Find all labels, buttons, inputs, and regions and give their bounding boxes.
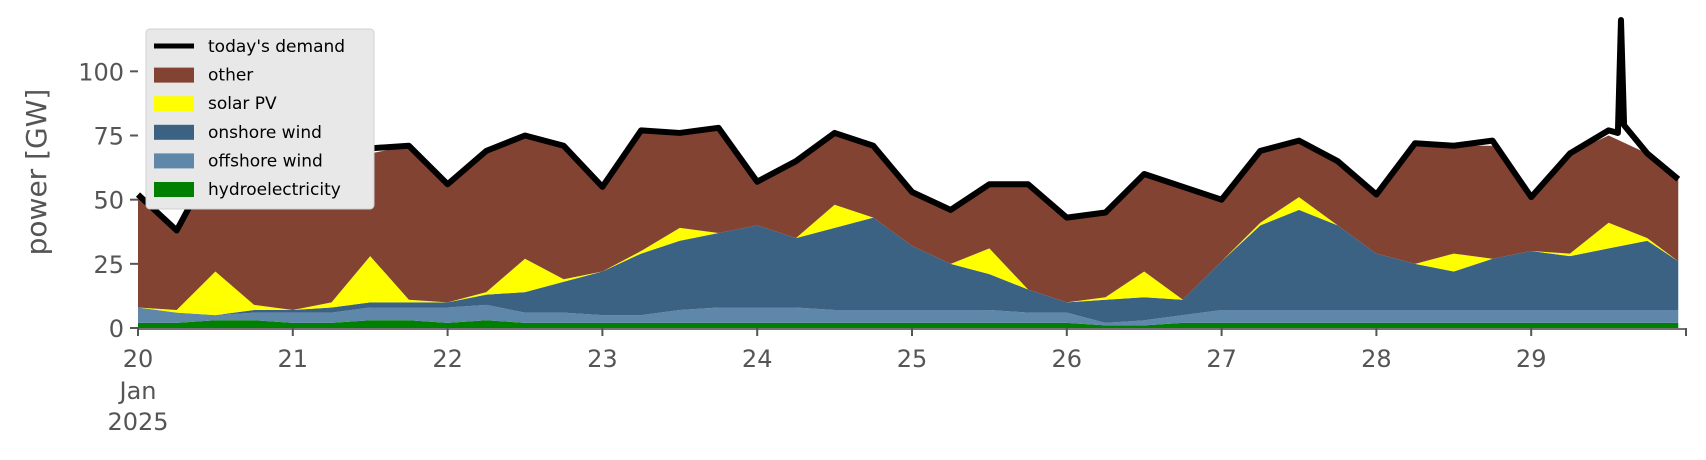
y-tick-label: 100 [78, 58, 124, 86]
legend: today's demand other solar PV onshore wind o… [145, 28, 375, 210]
y-axis: 0 25 50 75 100 [78, 58, 138, 343]
x-tick-sublabel: 2025 [107, 408, 168, 436]
x-axis: 20 Jan 2025 21 22 23 24 25 26 27 28 29 [107, 328, 1687, 436]
stacked-areas [138, 127, 1679, 328]
legend-label-offshore-wind: offshore wind [208, 151, 323, 171]
x-tick-label: 22 [432, 345, 463, 373]
y-tick-label: 0 [109, 315, 124, 343]
y-tick-label: 75 [93, 123, 124, 151]
x-tick-label: 20 [123, 345, 154, 373]
legend-label-other: other [208, 66, 253, 86]
demand-line [135, 17, 1681, 234]
x-tick-sublabel: Jan [118, 377, 157, 405]
legend-swatch-onshore-wind [154, 124, 194, 140]
area-other [138, 127, 1679, 311]
area-hydroelectricity [138, 320, 1679, 328]
legend-label-today-s-demand: today's demand [208, 37, 345, 57]
x-tick-label: 24 [742, 345, 773, 373]
y-tick-label: 25 [93, 251, 124, 279]
legend-label-hydroelectricity: hydroelectricity [208, 180, 341, 200]
legend-swatch-other [154, 67, 194, 83]
area-solar-pv [138, 197, 1679, 316]
legend-swatch-solar-pv [154, 96, 194, 112]
x-tick-label: 28 [1361, 345, 1392, 373]
legend-label-solar-pv: solar PV [208, 94, 277, 114]
x-tick-label: 26 [1052, 345, 1083, 373]
area-onshore-wind [138, 209, 1679, 323]
x-tick-label: 27 [1206, 345, 1237, 373]
x-tick-label: 25 [897, 345, 928, 373]
legend-swatch-offshore-wind [154, 153, 194, 169]
x-tick-label: 29 [1516, 345, 1547, 373]
y-axis-label: power [GW] [20, 89, 53, 256]
y-tick-label: 50 [93, 187, 124, 215]
legend-box [145, 28, 375, 210]
x-tick-label: 21 [278, 345, 309, 373]
x-tick-label: 23 [587, 345, 618, 373]
legend-swatch-hydroelectricity [154, 182, 194, 197]
legend-label-onshore-wind: onshore wind [208, 123, 322, 143]
